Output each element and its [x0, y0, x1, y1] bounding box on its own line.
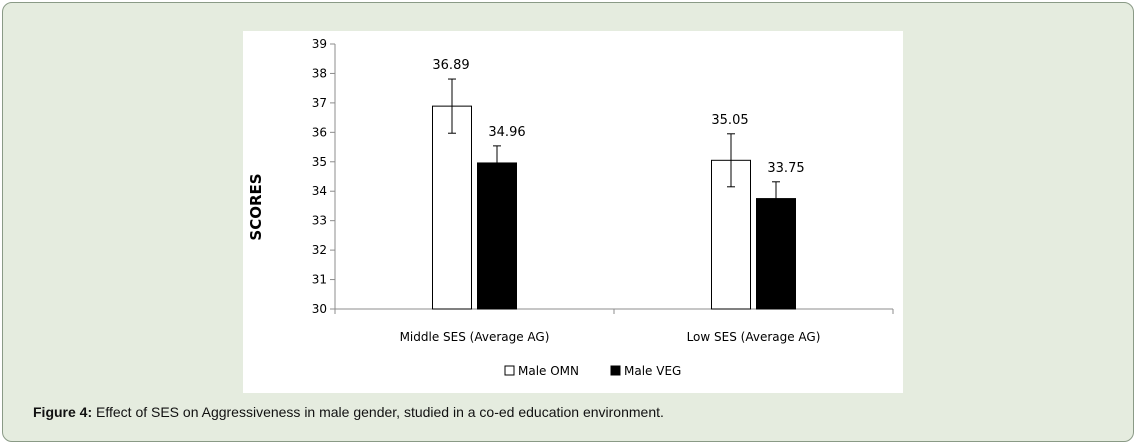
x-axis: Middle SES (Average AG) Low SES (Average …	[334, 308, 894, 344]
data-label: 35.05	[711, 113, 748, 128]
y-tick-label: 33	[312, 214, 327, 228]
y-tick-label: 34	[312, 184, 327, 198]
bars	[432, 105, 796, 310]
chart-panel: 30 31 32 33 34 35 36 37 38 39 Middle SES (Average…	[243, 31, 903, 393]
bar	[432, 105, 472, 310]
y-tick-label: 38	[312, 66, 327, 80]
bar-chart: 30 31 32 33 34 35 36 37 38 39 Middle SES (Average…	[247, 37, 894, 378]
y-tick-label: 30	[312, 302, 327, 316]
y-axis: 30 31 32 33 34 35 36 37 38 39	[312, 37, 336, 316]
y-tick-label: 39	[312, 37, 327, 51]
y-tick-label: 31	[312, 273, 327, 287]
data-label: 34.96	[488, 125, 525, 140]
data-label: 36.89	[432, 58, 469, 73]
y-tick-label: 37	[312, 96, 327, 110]
data-label: 33.75	[767, 161, 804, 176]
legend: Male OMN Male VEG	[504, 364, 681, 378]
y-axis-title: SCORES	[247, 173, 265, 240]
bar	[756, 198, 796, 310]
y-tick-label: 36	[312, 125, 327, 139]
figure-caption: Figure 4: Effect of SES on Aggressivenes…	[33, 404, 1113, 420]
y-tick-label: 35	[312, 155, 327, 169]
x-tick-label: Middle SES (Average AG)	[400, 330, 550, 344]
x-tick-label: Low SES (Average AG)	[687, 330, 821, 344]
y-tick-label: 32	[312, 243, 327, 257]
caption-label: Figure 4:	[33, 404, 93, 420]
data-labels: 36.89 35.05 34.96 33.75	[432, 58, 804, 176]
legend-swatch	[504, 365, 515, 376]
legend-label: Male OMN	[518, 364, 579, 378]
legend-label: Male VEG	[624, 364, 681, 378]
legend-swatch	[610, 365, 621, 376]
error-bars	[448, 78, 780, 216]
caption-text: Effect of SES on Aggressiveness in male …	[92, 404, 664, 420]
bar	[477, 162, 517, 310]
figure-frame: 30 31 32 33 34 35 36 37 38 39 Middle SES (Average…	[2, 2, 1134, 442]
